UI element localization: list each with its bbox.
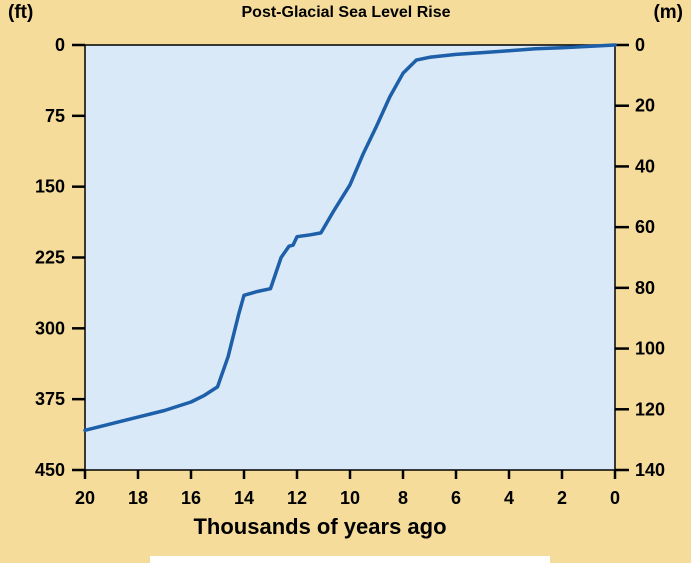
x-axis-tick-label: 0 bbox=[610, 488, 620, 508]
sea-level-curve bbox=[83, 43, 617, 433]
right-axis-tick-label: 0 bbox=[635, 35, 645, 55]
x-axis-tick-label: 8 bbox=[398, 488, 408, 508]
x-axis-tick-label: 6 bbox=[451, 488, 461, 508]
left-axis-tick-label: 150 bbox=[35, 177, 65, 197]
right-axis-tick-label: 60 bbox=[635, 217, 655, 237]
plot-background bbox=[84, 44, 616, 471]
right-axis-tick-label: 100 bbox=[635, 339, 665, 359]
x-axis-tick-label: 10 bbox=[340, 488, 360, 508]
x-axis-tick-label: 4 bbox=[504, 488, 514, 508]
chart-title: Post-Glacial Sea Level Rise bbox=[241, 4, 451, 21]
left-axis-tick-label: 75 bbox=[45, 106, 65, 126]
left-axis-tick-label: 450 bbox=[35, 460, 65, 480]
left-axis-tick-label: 375 bbox=[35, 389, 65, 409]
x-axis-tick-label: 16 bbox=[181, 488, 201, 508]
cropped-caption-strip bbox=[150, 556, 550, 563]
right-axis-unit-label: (m) bbox=[653, 2, 683, 23]
x-axis-tick-label: 18 bbox=[128, 488, 148, 508]
x-axis-title: Thousands of years ago bbox=[193, 514, 447, 539]
left-axis-tick-label: 225 bbox=[35, 248, 65, 268]
left-axis-unit-label: (ft) bbox=[8, 2, 34, 23]
x-axis-tick-label: 2 bbox=[557, 488, 567, 508]
right-axis-tick-label: 40 bbox=[635, 156, 655, 176]
right-axis-tick-label: 140 bbox=[635, 460, 665, 480]
left-axis-tick-label: 300 bbox=[35, 318, 65, 338]
x-axis-tick-label: 14 bbox=[234, 488, 254, 508]
right-axis-tick-label: 20 bbox=[635, 96, 655, 116]
x-axis-tick-label: 12 bbox=[287, 488, 307, 508]
x-axis-tick-label: 20 bbox=[75, 488, 95, 508]
left-axis-tick-label: 0 bbox=[55, 35, 65, 55]
right-axis-tick-label: 120 bbox=[635, 399, 665, 419]
right-axis-tick-label: 80 bbox=[635, 278, 655, 298]
